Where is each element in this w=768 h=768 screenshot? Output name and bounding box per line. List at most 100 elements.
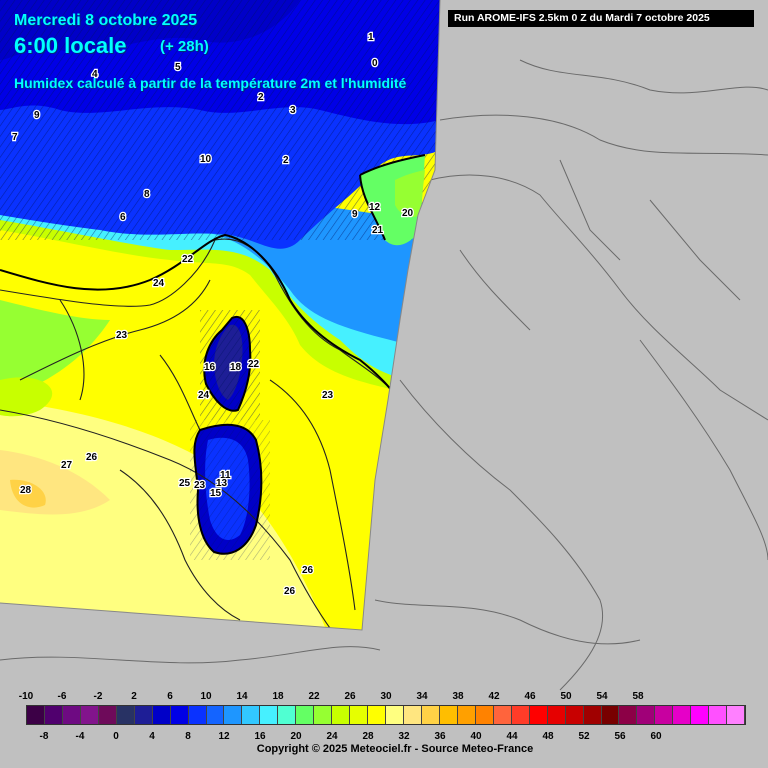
svg-text:5: 5 (175, 62, 181, 73)
legend-tick-bottom: 12 (218, 731, 230, 742)
svg-text:3: 3 (290, 105, 296, 116)
legend-swatch (709, 706, 728, 724)
svg-text:7: 7 (12, 132, 18, 143)
svg-text:13: 13 (216, 478, 228, 489)
legend-swatch (350, 706, 369, 724)
legend-swatch (511, 706, 530, 724)
legend-swatch (421, 706, 440, 724)
legend-swatch (116, 706, 135, 724)
legend-swatch (673, 706, 692, 724)
svg-text:23: 23 (322, 390, 334, 401)
forecast-lead-time: (+ 28h) (160, 38, 209, 55)
legend-swatch (386, 706, 405, 724)
legend-tick-bottom: 4 (149, 731, 155, 742)
svg-text:18: 18 (230, 362, 242, 373)
legend-swatch (80, 706, 99, 724)
legend-tick-top: 30 (380, 691, 392, 702)
legend-swatch (404, 706, 422, 724)
svg-text:4: 4 (92, 69, 98, 80)
svg-text:21: 21 (372, 225, 384, 236)
legend-tick-top: -6 (57, 691, 67, 702)
legend-swatch (529, 706, 548, 724)
legend-swatch (368, 706, 387, 724)
legend-swatch (583, 706, 602, 724)
legend-swatch (296, 706, 315, 724)
legend-swatch (637, 706, 656, 724)
legend-swatch (44, 706, 63, 724)
legend-swatch (457, 706, 476, 724)
legend-tick-bottom: 48 (542, 731, 554, 742)
svg-text:24: 24 (153, 278, 165, 289)
legend-swatch (206, 706, 225, 724)
legend-tick-top: 54 (596, 691, 608, 702)
legend-tick-top: 50 (560, 691, 572, 702)
legend-swatch (242, 706, 261, 724)
svg-text:6: 6 (120, 212, 126, 223)
legend-swatch (314, 706, 333, 724)
svg-text:10: 10 (200, 154, 212, 165)
legend-tick-bottom: 16 (254, 731, 266, 742)
svg-text:24: 24 (198, 390, 210, 401)
legend-swatch (98, 706, 117, 724)
legend-swatch (152, 706, 171, 724)
legend-tick-bottom: 28 (362, 731, 374, 742)
legend-tick-bottom: 36 (434, 731, 446, 742)
legend-swatch (224, 706, 243, 724)
svg-text:23: 23 (194, 480, 206, 491)
legend-swatch (332, 706, 351, 724)
legend-swatch (62, 706, 81, 724)
svg-text:23: 23 (116, 330, 128, 341)
legend-swatch (439, 706, 458, 724)
model-run-info: Run AROME-IFS 2.5km 0 Z du Mardi 7 octob… (448, 10, 754, 27)
legend-swatch (134, 706, 153, 724)
legend-swatch (565, 706, 584, 724)
legend-tick-bottom: 52 (578, 731, 590, 742)
legend-swatch (655, 706, 674, 724)
map-description: Humidex calculé à partir de la températu… (14, 75, 407, 91)
svg-text:2: 2 (258, 92, 264, 103)
legend-tick-bottom: 44 (506, 731, 518, 742)
color-legend (26, 705, 746, 725)
svg-text:20: 20 (402, 208, 414, 219)
svg-text:28: 28 (20, 485, 32, 496)
legend-swatch (475, 706, 494, 724)
legend-tick-top: 38 (452, 691, 464, 702)
legend-tick-top: -2 (93, 691, 103, 702)
legend-tick-bottom: 40 (470, 731, 482, 742)
legend-tick-bottom: 24 (326, 731, 338, 742)
legend-tick-top: 6 (167, 691, 173, 702)
svg-text:15: 15 (210, 488, 222, 499)
legend-swatch (493, 706, 512, 724)
legend-tick-top: 46 (524, 691, 536, 702)
legend-swatch (278, 706, 297, 724)
legend-tick-top: 14 (236, 691, 248, 702)
legend-tick-bottom: 56 (614, 731, 626, 742)
svg-text:1: 1 (368, 32, 374, 43)
svg-text:22: 22 (248, 359, 260, 370)
legend-swatch (691, 706, 710, 724)
legend-tick-top: 22 (308, 691, 320, 702)
legend-tick-bottom: 60 (650, 731, 662, 742)
svg-text:11: 11 (220, 470, 231, 481)
legend-tick-top: 18 (272, 691, 284, 702)
legend-swatch (547, 706, 566, 724)
svg-text:26: 26 (284, 586, 296, 597)
svg-text:2: 2 (283, 155, 289, 166)
svg-text:0: 0 (372, 58, 378, 69)
legend-tick-bottom: 0 (113, 731, 119, 742)
legend-swatch (188, 706, 207, 724)
legend-tick-bottom: 20 (290, 731, 302, 742)
svg-text:16: 16 (204, 362, 216, 373)
map-value-labels: 9 7 4 5 2 1 0 3 8 10 6 2 22 24 23 18 16 … (11, 31, 415, 599)
svg-text:9: 9 (352, 209, 358, 220)
legend-swatch (170, 706, 189, 724)
svg-text:25: 25 (179, 478, 191, 489)
svg-text:26: 26 (86, 452, 98, 463)
forecast-domain: 9 7 4 5 2 1 0 3 8 10 6 2 22 24 23 18 16 … (0, 0, 440, 630)
legend-swatch (27, 706, 45, 724)
legend-tick-bottom: 8 (185, 731, 191, 742)
copyright: Copyright © 2025 Meteociel.fr - Source M… (256, 743, 534, 755)
background-geography (0, 59, 768, 691)
legend-swatch (727, 706, 746, 724)
